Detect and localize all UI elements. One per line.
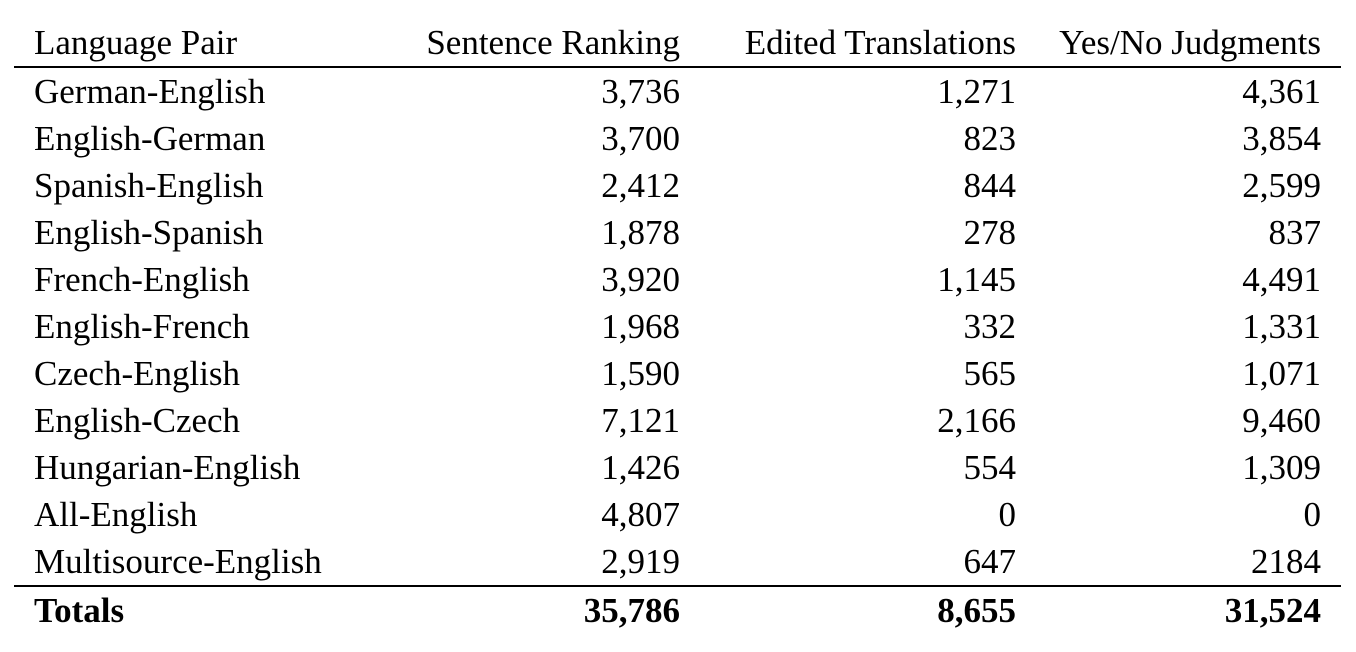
cell-sentence-ranking: 3,736	[601, 72, 680, 111]
cell-language-pair: English-Czech	[34, 401, 241, 440]
cell-yes-no-judgments: 4,361	[1242, 72, 1321, 111]
cell-sentence-ranking: 2,412	[601, 166, 680, 205]
header-sentence-ranking: Sentence Ranking	[374, 18, 680, 68]
header-yes-no-judgments: Yes/No Judgments	[1016, 18, 1341, 68]
cell-edited-translations: 1,271	[937, 72, 1016, 111]
cell-language-pair: German-English	[34, 72, 266, 111]
table-row: Czech-English 1,590 565 1,071	[14, 350, 1341, 397]
cell-language-pair: All-English	[34, 495, 198, 534]
total-yes-no-judgments: 31,524	[1016, 585, 1341, 634]
cell-yes-no-judgments: 837	[1268, 213, 1322, 252]
cell-edited-translations: 278	[963, 213, 1017, 252]
table-row: Hungarian-English 1,426 554 1,309	[14, 444, 1341, 491]
cell-edited-translations: 647	[963, 542, 1017, 581]
cell-yes-no-judgments: 1,071	[1242, 354, 1321, 393]
language-pair-judgments-table: Language Pair Sentence Ranking Edited Tr…	[14, 18, 1341, 634]
cell-yes-no-judgments: 4,491	[1242, 260, 1321, 299]
cell-edited-translations: 844	[963, 166, 1017, 205]
total-edited-translations: 8,655	[680, 585, 1016, 634]
cell-yes-no-judgments: 2,599	[1242, 166, 1321, 205]
table-row: English-German 3,700 823 3,854	[14, 115, 1341, 162]
table-container: Language Pair Sentence Ranking Edited Tr…	[14, 18, 1341, 634]
cell-edited-translations: 332	[963, 307, 1017, 346]
cell-edited-translations: 1,145	[937, 260, 1016, 299]
cell-sentence-ranking: 1,878	[601, 213, 680, 252]
totals-label: Totals	[14, 585, 374, 634]
cell-sentence-ranking: 3,700	[601, 119, 680, 158]
table-row: English-Spanish 1,878 278 837	[14, 209, 1341, 256]
cell-edited-translations: 0	[998, 495, 1017, 534]
cell-language-pair: Hungarian-English	[34, 448, 301, 487]
cell-yes-no-judgments: 2184	[1251, 542, 1321, 581]
cell-sentence-ranking: 1,426	[601, 448, 680, 487]
cell-sentence-ranking: 1,968	[601, 307, 680, 346]
cell-language-pair: French-English	[34, 260, 250, 299]
totals-row: Totals 35,786 8,655 31,524	[14, 585, 1341, 634]
header-edited-translations: Edited Translations	[680, 18, 1016, 68]
cell-language-pair: Czech-English	[34, 354, 241, 393]
cell-sentence-ranking: 4,807	[601, 495, 680, 534]
cell-edited-translations: 2,166	[937, 401, 1016, 440]
table-row: German-English 3,736 1,271 4,361	[14, 67, 1341, 115]
cell-edited-translations: 823	[963, 119, 1017, 158]
table-row: All-English 4,807 0 0	[14, 491, 1341, 538]
cell-language-pair: English-French	[34, 307, 250, 346]
cell-language-pair: Spanish-English	[34, 166, 264, 205]
cell-yes-no-judgments: 9,460	[1242, 401, 1321, 440]
table-row: Spanish-English 2,412 844 2,599	[14, 162, 1341, 209]
table-row: English-Czech 7,121 2,166 9,460	[14, 397, 1341, 444]
table-row: English-French 1,968 332 1,331	[14, 303, 1341, 350]
cell-yes-no-judgments: 1,331	[1242, 307, 1321, 346]
cell-language-pair: English-Spanish	[34, 213, 264, 252]
cell-edited-translations: 554	[963, 448, 1017, 487]
header-language-pair: Language Pair	[14, 18, 374, 68]
cell-yes-no-judgments: 1,309	[1242, 448, 1321, 487]
total-sentence-ranking: 35,786	[374, 585, 680, 634]
cell-yes-no-judgments: 0	[1303, 495, 1322, 534]
cell-sentence-ranking: 1,590	[601, 354, 680, 393]
table-row: French-English 3,920 1,145 4,491	[14, 256, 1341, 303]
cell-sentence-ranking: 3,920	[601, 260, 680, 299]
cell-language-pair: Multisource-English	[34, 542, 322, 581]
cell-sentence-ranking: 2,919	[601, 542, 680, 581]
table-row: Multisource-English 2,919 647 2184	[14, 538, 1341, 586]
cell-sentence-ranking: 7,121	[601, 401, 680, 440]
header-row: Language Pair Sentence Ranking Edited Tr…	[14, 18, 1341, 68]
cell-edited-translations: 565	[963, 354, 1017, 393]
cell-language-pair: English-German	[34, 119, 266, 158]
cell-yes-no-judgments: 3,854	[1242, 119, 1321, 158]
